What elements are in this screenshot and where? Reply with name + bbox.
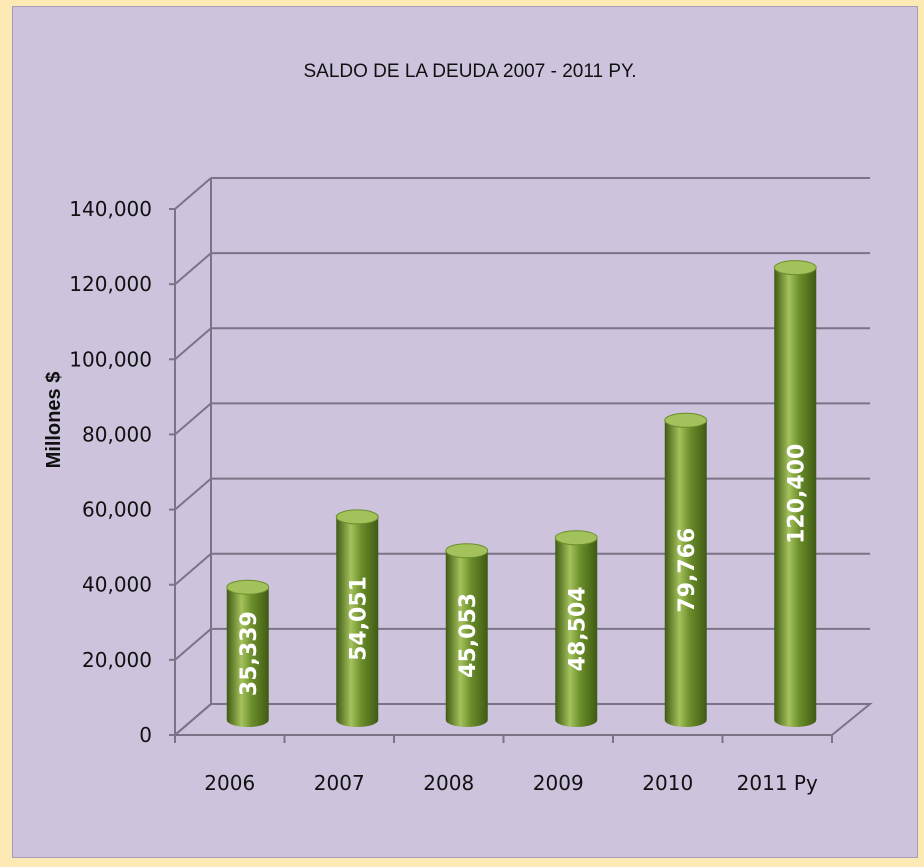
y-tick-labels: 0 20,000 40,000 60,000 80,000 100,000 120,000 1… <box>69 197 152 747</box>
x-tick-label: 2010 <box>642 771 693 795</box>
bar-top <box>226 579 270 595</box>
side-wall-gridline <box>174 628 212 661</box>
bar-top <box>554 530 598 546</box>
y-tick-label: 140,000 <box>69 197 152 221</box>
bar-top <box>664 412 708 428</box>
y-axis-label: Millones $ <box>43 372 65 469</box>
data-label: 54,051 <box>346 576 371 661</box>
bar-2007 <box>335 509 379 727</box>
side-wall-gridline <box>174 327 212 361</box>
y-tick-label: 60,000 <box>82 498 152 522</box>
x-tick-label: 2011 Py <box>737 771 818 795</box>
y-tick-label: 0 <box>139 723 152 747</box>
x-tick-label: 2007 <box>314 771 365 795</box>
side-wall-gridline <box>174 402 212 436</box>
bar-body <box>664 420 707 727</box>
data-label: 48,504 <box>565 586 590 671</box>
bars <box>226 260 817 727</box>
data-label: 120,400 <box>784 444 809 544</box>
y-tick-label: 100,000 <box>69 347 152 371</box>
bar-body <box>226 587 269 727</box>
y-tick-label: 40,000 <box>82 573 152 597</box>
side-wall-gridline <box>174 177 212 210</box>
x-tick-label: 2009 <box>533 771 584 795</box>
x-tick-label: 2008 <box>423 771 474 795</box>
data-label: 35,339 <box>237 611 262 696</box>
data-label: 79,766 <box>675 528 700 613</box>
bar-2011-py <box>773 260 817 727</box>
y-tick-label: 20,000 <box>82 648 152 672</box>
bar-body <box>555 537 598 727</box>
y-tick-label: 80,000 <box>82 422 152 446</box>
side-wall-gridline <box>174 552 212 586</box>
data-labels: 35,339 54,051 45,053 48,504 79,766 120,400 <box>237 444 810 696</box>
side-wall-gridline <box>174 252 212 285</box>
bar-2009 <box>554 530 598 727</box>
floor <box>172 703 873 736</box>
bar-top <box>773 260 817 276</box>
x-tick-label: 2006 <box>204 771 255 795</box>
bar-body <box>445 550 488 727</box>
side-wall-gridline <box>174 477 212 511</box>
bar-2010 <box>664 412 708 727</box>
bar-top <box>335 509 379 525</box>
x-tick-labels: 2006 2007 2008 2009 2010 2011 Py <box>204 771 818 795</box>
bar-2008 <box>445 543 489 727</box>
data-label: 45,053 <box>456 593 481 678</box>
bar-body <box>336 516 379 727</box>
chart-title: SALDO DE LA DEUDA 2007 - 2011 PY. <box>303 61 636 82</box>
axes <box>169 178 873 743</box>
gridlines <box>174 177 870 736</box>
bar-top <box>445 543 489 559</box>
y-tick-label: 120,000 <box>69 272 152 296</box>
bar-2006 <box>226 579 270 727</box>
bar-body <box>774 267 817 727</box>
